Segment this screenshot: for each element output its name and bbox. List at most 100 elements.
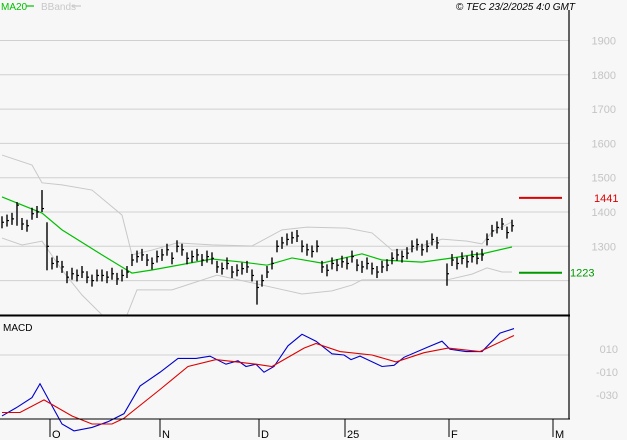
ohlc-bar xyxy=(386,259,389,272)
ohlc-bar xyxy=(56,255,59,268)
price-markers: 1441 1223 xyxy=(519,193,618,280)
marker-label: 1441 xyxy=(594,193,618,205)
ohlc-bar xyxy=(196,248,199,261)
ohlc-bar xyxy=(31,207,34,220)
macd-title: MACD xyxy=(3,323,32,334)
ohlc-bar xyxy=(321,260,324,273)
ohlc-bar xyxy=(511,219,514,232)
ohlc-bar xyxy=(181,243,184,256)
price-bars xyxy=(1,190,514,305)
ohlc-bar xyxy=(1,216,4,229)
x-tick-label: F xyxy=(451,429,458,440)
ohlc-bar xyxy=(21,218,24,231)
ohlc-bar xyxy=(416,238,419,251)
ohlc-bar xyxy=(461,252,464,265)
ohlc-bar xyxy=(166,243,169,256)
ohlc-bar xyxy=(6,214,9,227)
macd-axis-labels: 010 -010 -030 xyxy=(596,344,618,402)
bband-upper-line xyxy=(1,154,513,256)
ohlc-bar xyxy=(46,222,49,271)
ohlc-bar xyxy=(51,257,54,270)
y-tick-label: 1300 xyxy=(592,241,616,253)
ohlc-bar xyxy=(111,267,114,280)
ohlc-bar xyxy=(121,269,124,282)
ohlc-bar xyxy=(306,243,309,256)
ohlc-bar xyxy=(91,274,94,287)
ohlc-bar xyxy=(376,266,379,279)
ohlc-bar xyxy=(176,240,179,253)
y-tick-label: 1700 xyxy=(592,104,616,116)
ohlc-bar xyxy=(101,269,104,282)
ohlc-bar xyxy=(11,212,14,225)
ohlc-bar xyxy=(431,233,434,246)
ohlc-bar xyxy=(326,264,329,277)
x-axis: O N D 25 F M xyxy=(49,419,564,440)
y-tick-label: 1600 xyxy=(592,138,616,150)
ohlc-bar xyxy=(106,271,109,284)
x-tick-label: 25 xyxy=(347,429,359,440)
ohlc-bar xyxy=(126,266,129,279)
ohlc-bar xyxy=(266,266,269,279)
x-tick-label: O xyxy=(52,429,61,440)
ohlc-bar xyxy=(361,260,364,273)
ohlc-bar xyxy=(296,230,299,243)
ohlc-bar xyxy=(396,248,399,261)
ohlc-bar xyxy=(341,255,344,268)
macd-y-tick-label: -030 xyxy=(596,390,618,402)
ohlc-bar xyxy=(481,248,484,261)
ohlc-bar xyxy=(261,274,264,287)
ohlc-bar xyxy=(251,269,254,282)
ohlc-bar xyxy=(41,190,44,212)
price-gridlines xyxy=(0,39,569,316)
ohlc-bar xyxy=(466,255,469,268)
ohlc-bar xyxy=(401,250,404,263)
x-tick-label: M xyxy=(555,429,564,440)
ohlc-bar xyxy=(116,272,119,285)
ohlc-bar xyxy=(61,260,64,273)
ohlc-bar xyxy=(146,254,149,267)
ohlc-bar xyxy=(131,254,134,267)
x-tick-label: D xyxy=(261,429,269,440)
ohlc-bar xyxy=(356,259,359,272)
ohlc-bar xyxy=(16,202,19,226)
ohlc-bar xyxy=(191,250,194,263)
ohlc-bar xyxy=(276,240,279,253)
ohlc-bar xyxy=(366,257,369,270)
ohlc-bar xyxy=(491,224,494,237)
ohlc-bar xyxy=(26,219,29,232)
ohlc-bar xyxy=(96,269,99,282)
macd-lines xyxy=(1,328,515,432)
ohlc-bar xyxy=(411,240,414,253)
ohlc-bar xyxy=(436,236,439,249)
ohlc-bar xyxy=(506,226,509,239)
price-axis-labels: 1300 1400 1500 1600 1700 1800 1900 xyxy=(592,35,616,253)
y-tick-label: 1400 xyxy=(592,207,616,219)
ohlc-bar xyxy=(256,280,259,305)
ma20-line xyxy=(1,196,513,274)
ohlc-bar xyxy=(391,252,394,265)
ohlc-bar xyxy=(136,250,139,263)
ohlc-bar xyxy=(71,267,74,280)
ohlc-bar xyxy=(201,254,204,267)
ohlc-bar xyxy=(211,252,214,265)
ohlc-bar xyxy=(236,264,239,277)
ohlc-bar xyxy=(456,257,459,270)
ohlc-bar xyxy=(406,247,409,260)
bband-lower-line xyxy=(1,237,512,316)
ohlc-bar xyxy=(151,257,154,270)
legend-ma20: MA20 xyxy=(1,2,28,13)
y-tick-label: 1900 xyxy=(592,35,616,47)
ohlc-bar xyxy=(241,262,244,275)
ohlc-bar xyxy=(301,240,304,253)
ohlc-bar xyxy=(381,260,384,273)
ohlc-bar xyxy=(331,257,334,270)
ohlc-bar xyxy=(156,250,159,263)
ohlc-bar xyxy=(81,266,84,279)
ohlc-bar xyxy=(476,252,479,265)
macd-series-macd xyxy=(1,328,515,432)
copyright-text: © TEC 23/2/2025 4:0 GMT xyxy=(456,2,576,13)
ohlc-bar xyxy=(336,259,339,272)
ohlc-bar xyxy=(281,236,284,249)
ohlc-bar xyxy=(271,257,274,270)
